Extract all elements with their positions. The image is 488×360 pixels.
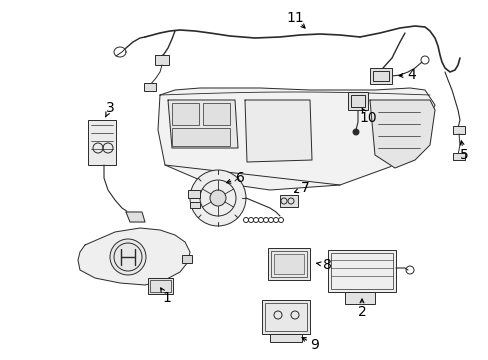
Polygon shape [244, 100, 311, 162]
Circle shape [352, 129, 358, 135]
Bar [143, 83, 156, 91]
Bar [187, 190, 200, 198]
Text: 5: 5 [459, 148, 468, 162]
Polygon shape [369, 100, 434, 168]
Bar [148, 278, 173, 294]
Text: 8: 8 [322, 258, 331, 272]
Text: 1: 1 [162, 291, 171, 305]
Polygon shape [168, 100, 238, 148]
Bar [452, 126, 464, 134]
Bar [330, 253, 392, 289]
Bar [172, 103, 199, 125]
Bar [150, 280, 171, 292]
Bar [264, 303, 306, 331]
Bar [270, 251, 306, 277]
Polygon shape [78, 228, 190, 285]
Bar [182, 255, 192, 263]
Circle shape [209, 190, 225, 206]
Text: 2: 2 [357, 305, 366, 319]
Circle shape [110, 239, 146, 275]
Text: 11: 11 [285, 11, 303, 25]
Bar [372, 71, 388, 81]
Bar [155, 55, 169, 65]
Bar [273, 254, 304, 274]
Bar [269, 334, 302, 342]
Bar [88, 120, 116, 165]
Bar [345, 292, 374, 304]
Bar [172, 128, 229, 146]
Polygon shape [158, 88, 434, 190]
Text: 7: 7 [300, 181, 309, 195]
Bar [452, 153, 464, 160]
Text: 9: 9 [310, 338, 319, 352]
Bar [262, 300, 309, 334]
Bar [190, 202, 200, 208]
Circle shape [190, 170, 245, 226]
Text: 6: 6 [235, 171, 244, 185]
Text: 3: 3 [105, 101, 114, 115]
Bar [280, 195, 297, 207]
Bar [203, 103, 229, 125]
Polygon shape [126, 212, 145, 222]
Bar [369, 68, 391, 84]
Text: 10: 10 [359, 111, 376, 125]
Bar [350, 95, 364, 107]
Bar [267, 248, 309, 280]
Bar [347, 92, 367, 110]
Bar [327, 250, 395, 292]
Text: 4: 4 [407, 68, 415, 82]
